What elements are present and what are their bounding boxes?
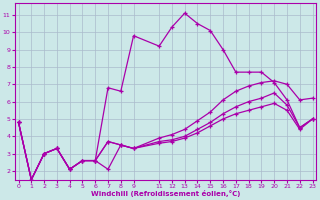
X-axis label: Windchill (Refroidissement éolien,°C): Windchill (Refroidissement éolien,°C) (91, 190, 240, 197)
